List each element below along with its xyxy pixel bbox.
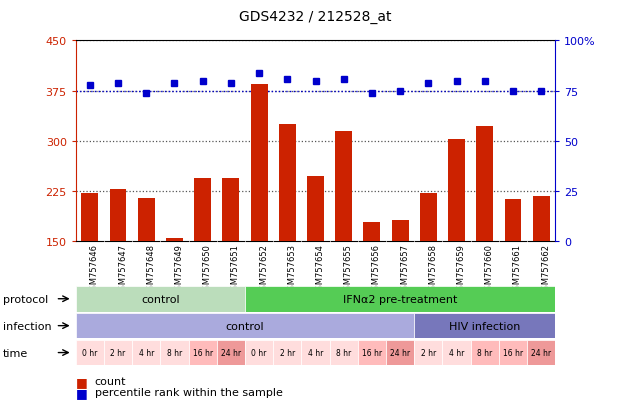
Bar — [442, 340, 471, 366]
Text: GSM757662: GSM757662 — [541, 244, 550, 294]
Text: 4 hr: 4 hr — [449, 348, 464, 357]
Bar — [363, 223, 380, 242]
Bar — [138, 198, 155, 242]
Bar — [110, 190, 126, 242]
Bar — [471, 340, 499, 366]
Text: GSM757660: GSM757660 — [485, 244, 493, 294]
Text: GSM757656: GSM757656 — [372, 244, 381, 294]
Text: control: control — [141, 294, 180, 304]
Bar — [505, 199, 521, 242]
Bar — [273, 340, 302, 366]
Bar — [194, 178, 211, 242]
Bar — [160, 340, 189, 366]
Bar — [527, 340, 555, 366]
Text: percentile rank within the sample: percentile rank within the sample — [95, 387, 283, 397]
Text: 4 hr: 4 hr — [139, 348, 154, 357]
Text: 16 hr: 16 hr — [503, 348, 523, 357]
Text: 2 hr: 2 hr — [110, 348, 126, 357]
Text: GSM757657: GSM757657 — [400, 244, 409, 294]
Bar — [217, 340, 245, 366]
Text: 0 hr: 0 hr — [82, 348, 98, 357]
Bar — [76, 313, 414, 339]
Text: control: control — [226, 321, 264, 331]
Bar — [448, 140, 465, 242]
Bar — [533, 196, 550, 242]
Bar — [251, 85, 268, 242]
Text: 24 hr: 24 hr — [221, 348, 241, 357]
Bar — [335, 131, 352, 242]
Text: GSM757658: GSM757658 — [428, 244, 437, 294]
Bar — [302, 340, 329, 366]
Text: IFNα2 pre-treatment: IFNα2 pre-treatment — [343, 294, 457, 304]
Text: GSM757661: GSM757661 — [513, 244, 522, 294]
Bar — [307, 176, 324, 242]
Bar — [189, 340, 217, 366]
Text: 0 hr: 0 hr — [251, 348, 267, 357]
Text: count: count — [95, 376, 126, 386]
Bar — [245, 340, 273, 366]
Text: 16 hr: 16 hr — [362, 348, 382, 357]
Bar — [386, 340, 414, 366]
Bar — [245, 286, 555, 312]
Text: GSM757655: GSM757655 — [344, 244, 353, 294]
Bar — [222, 179, 239, 242]
Text: 4 hr: 4 hr — [308, 348, 323, 357]
Bar — [279, 125, 296, 242]
Text: GSM757647: GSM757647 — [118, 244, 127, 294]
Bar — [132, 340, 160, 366]
Text: GSM757651: GSM757651 — [231, 244, 240, 294]
Text: time: time — [3, 348, 28, 358]
Text: GSM757653: GSM757653 — [287, 244, 297, 294]
Text: GSM757654: GSM757654 — [316, 244, 324, 294]
Text: GSM757652: GSM757652 — [259, 244, 268, 294]
Text: HIV infection: HIV infection — [449, 321, 521, 331]
Bar — [392, 220, 409, 242]
Bar — [420, 194, 437, 242]
Bar — [476, 127, 493, 242]
Text: protocol: protocol — [3, 294, 49, 304]
Text: GSM757659: GSM757659 — [457, 244, 466, 294]
Text: GSM757649: GSM757649 — [174, 244, 184, 294]
Bar — [166, 238, 183, 242]
Text: GSM757648: GSM757648 — [146, 244, 155, 294]
Text: 24 hr: 24 hr — [390, 348, 410, 357]
Bar — [499, 340, 527, 366]
Text: 8 hr: 8 hr — [336, 348, 351, 357]
Bar — [76, 340, 104, 366]
Text: infection: infection — [3, 321, 52, 331]
Bar — [329, 340, 358, 366]
Text: 8 hr: 8 hr — [477, 348, 492, 357]
Text: 2 hr: 2 hr — [280, 348, 295, 357]
Text: ■: ■ — [76, 375, 88, 388]
Bar — [358, 340, 386, 366]
Text: GDS4232 / 212528_at: GDS4232 / 212528_at — [239, 10, 392, 24]
Bar — [414, 313, 555, 339]
Text: 16 hr: 16 hr — [192, 348, 213, 357]
Bar — [104, 340, 132, 366]
Text: 2 hr: 2 hr — [421, 348, 436, 357]
Bar — [81, 194, 98, 242]
Text: ■: ■ — [76, 386, 88, 399]
Text: GSM757646: GSM757646 — [90, 244, 99, 294]
Bar — [414, 340, 442, 366]
Text: GSM757650: GSM757650 — [203, 244, 211, 294]
Text: 8 hr: 8 hr — [167, 348, 182, 357]
Bar — [76, 286, 245, 312]
Text: 24 hr: 24 hr — [531, 348, 551, 357]
